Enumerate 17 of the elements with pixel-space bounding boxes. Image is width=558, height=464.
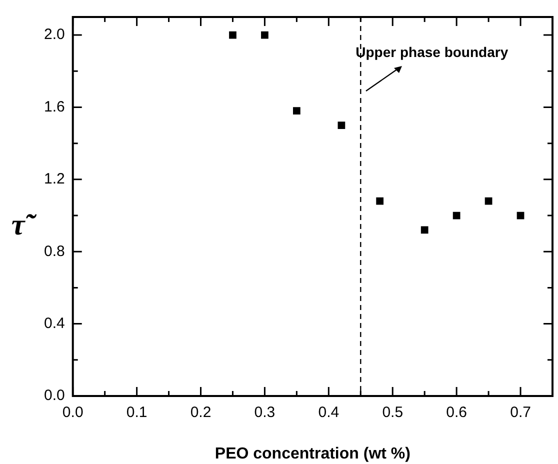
x-tick-label: 0.7 [510,404,531,422]
y-tick-label: 1.6 [44,98,65,116]
y-axis-title: τ̃ [11,208,38,242]
y-tick-label: 0.8 [44,242,65,260]
y-tick-label: 1.2 [44,170,65,188]
x-tick-label: 0.5 [382,404,404,422]
x-tick-label: 0.1 [126,404,148,422]
y-tick-label: 2.0 [44,26,65,44]
x-axis-title: PEO concentration (wt %) [214,445,410,462]
x-tick-label: 0.2 [190,404,212,422]
x-tick-label: 0.4 [318,404,340,422]
x-tick-label: 0.0 [62,404,84,422]
annotation: Upper phase boundary [356,44,508,60]
x-tick-label: 0.6 [446,404,467,422]
y-tick-label: 0.4 [44,314,65,332]
x-tick-label: 0.3 [254,404,276,422]
y-tick-label: 0.0 [44,387,65,404]
